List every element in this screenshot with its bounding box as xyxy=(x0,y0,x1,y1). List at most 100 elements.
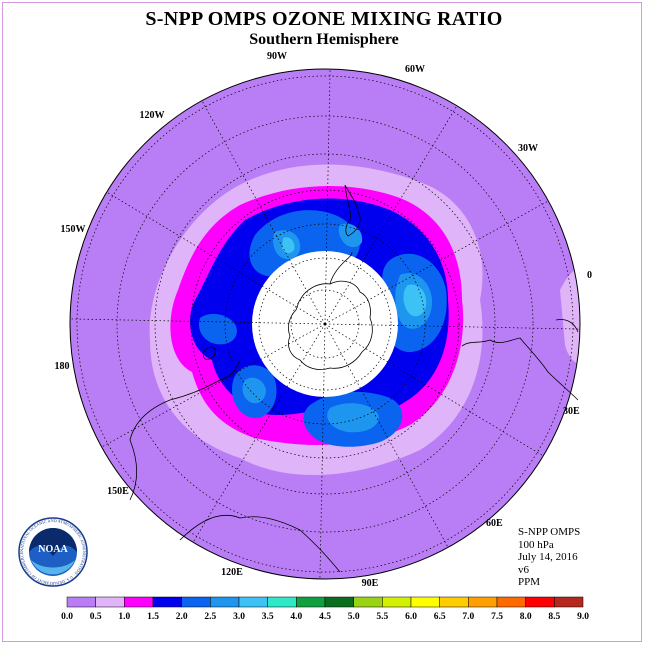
lat-circle-60s xyxy=(224,223,426,425)
colorbar-tick-label: 5.5 xyxy=(376,612,388,622)
graticule xyxy=(70,69,580,579)
longitude-label: 60W xyxy=(405,64,425,75)
colorbar-tick-label: 4.5 xyxy=(319,612,331,622)
colorbar-swatch xyxy=(525,596,555,608)
meridian-line xyxy=(324,323,544,457)
product-info: S-NPP OMPS 100 hPa July 14, 2016 v6 PPM xyxy=(518,526,580,589)
colorbar-swatch xyxy=(181,596,211,608)
meridian-line xyxy=(324,323,580,330)
meridian-line xyxy=(70,318,326,325)
contour-0-5-edge xyxy=(560,268,580,365)
meridian-line xyxy=(324,200,549,325)
contour-3-0-b xyxy=(282,237,295,254)
lat-circle-70s xyxy=(258,257,392,391)
map-title: S-NPP OMPS OZONE MIXING RATIO xyxy=(145,8,503,30)
colorbar-swatch xyxy=(410,596,440,608)
info-date: July 14, 2016 xyxy=(518,551,578,563)
logo-text: NOAA xyxy=(38,544,68,555)
logo-bird xyxy=(29,528,77,556)
africa-coast xyxy=(461,337,579,401)
lat-circle-80s xyxy=(290,289,360,359)
contour-3-0-a xyxy=(403,284,427,317)
lat-circle-40s xyxy=(154,153,496,495)
longitude-label: 150E xyxy=(107,486,129,497)
antarctica-coast xyxy=(288,280,373,370)
ozone-field xyxy=(70,69,580,579)
contour-2-5-d xyxy=(242,377,266,404)
colorbar-tick-label: 2.5 xyxy=(204,612,216,622)
colorbar-swatch xyxy=(353,596,383,608)
colorbar-swatch xyxy=(238,596,268,608)
info-level: 100 hPa xyxy=(518,538,554,551)
colorbar-swatch xyxy=(66,596,96,608)
longitude-label: 120W xyxy=(140,110,165,121)
map-subtitle: Southern Hemisphere xyxy=(249,31,399,48)
colorbar-swatch xyxy=(439,596,469,608)
colorbar-swatch xyxy=(152,596,182,608)
colorbar-tick-label: 6.5 xyxy=(434,612,446,622)
south-america-coast xyxy=(344,184,361,237)
colorbar-swatch xyxy=(210,596,240,608)
meridian-line xyxy=(101,323,326,448)
australia-coast xyxy=(129,359,241,501)
contour-2-5-c xyxy=(327,403,379,433)
logo-wave xyxy=(31,560,75,575)
colorbar-tick-label: 6.0 xyxy=(405,612,417,622)
meridian-line xyxy=(201,100,326,325)
info-units: PPM xyxy=(518,576,541,588)
meridian-line xyxy=(192,323,326,543)
colorbar-swatch xyxy=(382,596,412,608)
meridians xyxy=(70,69,580,579)
noaa-logo: NOAA NATIONAL OCEANIC AND ATMOSPHERIC AD… xyxy=(18,517,88,587)
pole-point xyxy=(323,322,327,326)
colorbar-tick-label: 1.5 xyxy=(147,612,159,622)
new-zealand xyxy=(203,346,216,360)
info-version: v6 xyxy=(518,563,529,576)
map-border xyxy=(69,68,581,580)
longitude-label: 90W xyxy=(267,51,287,62)
meridian-line xyxy=(324,69,331,325)
colorbar-swatch xyxy=(554,596,584,608)
longitude-label: 180 xyxy=(55,361,70,372)
colorbar-swatch xyxy=(124,596,154,608)
colorbar-tick-label: 0.0 xyxy=(61,612,73,622)
longitude-label: 120E xyxy=(221,567,243,578)
longitude-label: 60E xyxy=(486,518,503,529)
colorbar-tick-label: 9.0 xyxy=(577,612,589,622)
colorbar-tick-label: 1.0 xyxy=(118,612,130,622)
colorbar-tick-label: 0.5 xyxy=(90,612,102,622)
info-product: S-NPP OMPS xyxy=(518,526,581,538)
antarctic-peninsula xyxy=(329,251,353,285)
colorbar-tick-label: 4.0 xyxy=(290,612,302,622)
indonesia-coast xyxy=(179,514,341,573)
coastlines xyxy=(129,184,579,573)
colorbar-tick-label: 3.5 xyxy=(262,612,274,622)
lat-circle-20s xyxy=(76,75,574,573)
lat-circle-50s xyxy=(190,189,460,459)
colorbar-swatch xyxy=(267,596,297,608)
longitude-label: 30W xyxy=(518,143,538,154)
africa-madagascar xyxy=(555,319,579,333)
colorbar-tick-label: 2.0 xyxy=(176,612,188,622)
colorbar-swatch xyxy=(468,596,498,608)
lat-circle-30s xyxy=(116,115,534,533)
longitude-label: 150W xyxy=(61,224,86,235)
longitude-label: 0 xyxy=(587,270,592,281)
longitude-label: 90E xyxy=(362,578,379,589)
meridian-line xyxy=(319,323,326,579)
colorbar-swatch xyxy=(324,596,354,608)
colorbar-tick-label: 5.0 xyxy=(348,612,360,622)
colorbar-swatch xyxy=(496,596,526,608)
colorbar-swatch xyxy=(296,596,326,608)
colorbar-tick-label: 7.0 xyxy=(462,612,474,622)
longitude-labels: 0 30E 60E 90E 120E 150E 180 150W 120W 90W 60W 30W xyxy=(55,51,593,589)
colorbar-tick-label: 7.5 xyxy=(491,612,503,622)
colorbar: 0.0 0.5 1.0 1.5 2.0 2.5 3.0 3.5 4.0 4.5 5.0 5.5 6.0 6… xyxy=(61,596,589,622)
meridian-line xyxy=(324,105,458,325)
colorbar-tick-label: 3.0 xyxy=(233,612,245,622)
longitude-label: 30E xyxy=(563,406,580,417)
figure-frame xyxy=(2,2,642,642)
meridian-line xyxy=(106,191,326,325)
colorbar-tick-label: 8.5 xyxy=(548,612,560,622)
